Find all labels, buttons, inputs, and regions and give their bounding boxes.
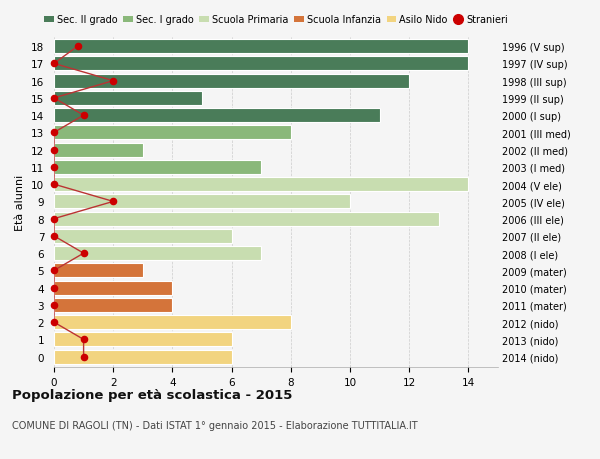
Point (49, 164, 59, 171)
Point (49, 284, 59, 292)
Bar (54, 212, 439, 226)
Bar (54, 195, 350, 209)
Point (49, 181, 59, 188)
Bar (54, 57, 469, 71)
Bar (54, 74, 409, 89)
Bar (54, 178, 469, 192)
Point (49, 302, 59, 309)
Point (109, 198, 118, 206)
Bar (54, 40, 469, 54)
Point (49, 233, 59, 240)
Bar (54, 161, 261, 174)
Point (49, 61, 59, 68)
Point (79, 112, 88, 120)
Point (73, 44, 82, 51)
Legend: Sec. II grado, Sec. I grado, Scuola Primaria, Scuola Infanzia, Asilo Nido, Stran: Sec. II grado, Sec. I grado, Scuola Prim… (44, 15, 508, 25)
Text: COMUNE DI RAGOLI (TN) - Dati ISTAT 1° gennaio 2015 - Elaborazione TUTTITALIA.IT: COMUNE DI RAGOLI (TN) - Dati ISTAT 1° ge… (12, 420, 418, 430)
Point (79, 336, 88, 343)
Point (49, 129, 59, 137)
Point (49, 147, 59, 154)
Bar (54, 333, 232, 347)
Point (109, 78, 118, 85)
Bar (54, 315, 291, 330)
Bar (54, 126, 291, 140)
Bar (54, 230, 232, 243)
Bar (54, 281, 172, 295)
Bar (54, 92, 202, 106)
Y-axis label: Età alunni: Età alunni (16, 174, 25, 230)
Bar (54, 143, 143, 157)
Bar (54, 109, 380, 123)
Bar (54, 264, 143, 278)
Point (49, 215, 59, 223)
Point (49, 319, 59, 326)
Point (79, 250, 88, 257)
Bar (54, 350, 232, 364)
Bar (54, 246, 261, 261)
Point (49, 267, 59, 274)
Point (79, 353, 88, 361)
Text: Popolazione per età scolastica - 2015: Popolazione per età scolastica - 2015 (12, 388, 292, 401)
Point (49, 95, 59, 102)
Bar (54, 298, 172, 312)
